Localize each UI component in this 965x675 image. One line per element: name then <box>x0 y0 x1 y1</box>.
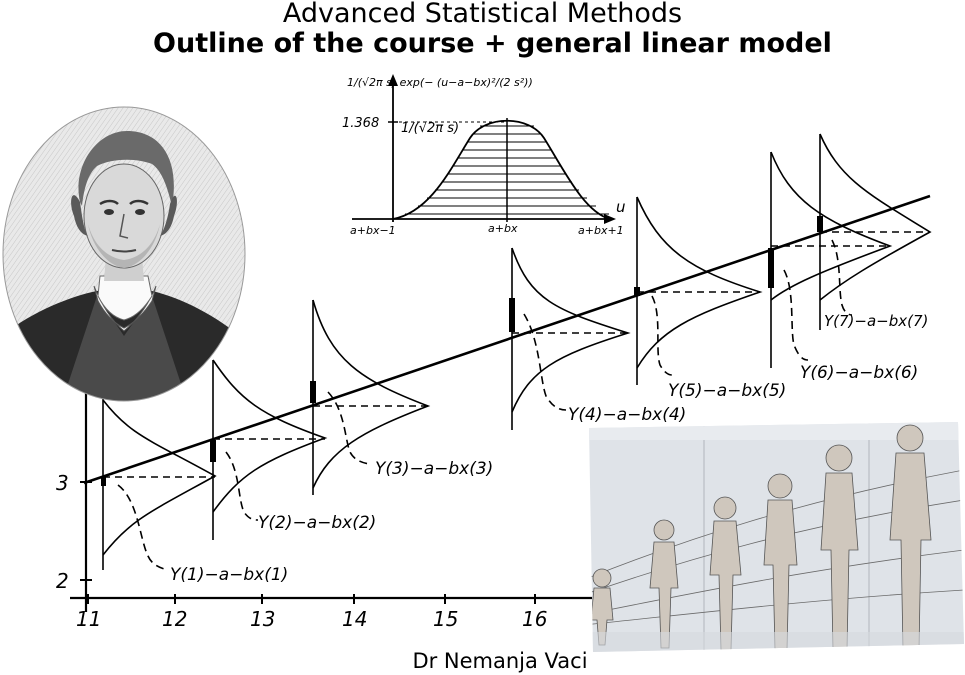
density-inset: 1/(√2π s) exp(− (u−a−bx)²/(2 s²)) 1.368 … <box>342 74 626 237</box>
distribution-curve-4 <box>509 247 631 430</box>
distribution-curve-2 <box>210 359 328 540</box>
distribution-curve-1 <box>101 390 217 571</box>
y-tick-label-3: 3 <box>56 471 69 495</box>
residual-label-1: Y(1)−a−bx(1) <box>170 565 288 585</box>
inset-x-right: a+bx+1 <box>578 224 624 237</box>
distribution-curve-3 <box>310 299 431 495</box>
portrait-image <box>2 106 246 402</box>
inset-y-arrow <box>388 74 398 86</box>
residual-label-3: Y(3)−a−bx(3) <box>375 459 493 479</box>
inset-x-left: a+bx−1 <box>350 224 396 237</box>
slide-title: Advanced Statistical Methods <box>282 0 683 29</box>
x-tick-label-11: 11 <box>76 607 101 631</box>
x-tick-label-13: 13 <box>250 607 275 631</box>
inset-density-formula: 1/(√2π s) exp(− (u−a−bx)²/(2 s²)) <box>347 76 533 89</box>
regression-line <box>83 194 931 485</box>
residual-label-6: Y(6)−a−bx(6) <box>800 363 918 383</box>
growth-chart-photo <box>589 422 964 652</box>
inset-density-curve <box>392 119 611 220</box>
inset-peak-value: 1.368 <box>342 116 379 131</box>
slide-subtitle: Outline of the course + general linear m… <box>153 28 832 59</box>
author-name: Dr Nemanja Vaci <box>412 649 588 673</box>
inset-peak-formula: 1/(√2π s) <box>401 121 459 136</box>
y-tick-label-2: 2 <box>56 569 69 593</box>
distribution-curve-7 <box>817 133 932 330</box>
inset-axis-variable: u <box>616 198 626 216</box>
x-tick-label-15: 15 <box>433 607 458 631</box>
residual-label-7: Y(7)−a−bx(7) <box>824 312 928 330</box>
residual-label-2: Y(2)−a−bx(2) <box>258 513 376 533</box>
residual-label-5: Y(5)−a−bx(5) <box>668 381 786 401</box>
residual-label-4: Y(4)−a−bx(4) <box>568 405 686 425</box>
x-tick-label-16: 16 <box>522 607 547 631</box>
x-tick-label-14: 14 <box>342 607 367 631</box>
x-tick-label-12: 12 <box>162 607 187 631</box>
inset-x-center: a+bx <box>488 222 518 235</box>
distribution-curve-6 <box>768 151 893 368</box>
distribution-curve-5 <box>634 196 763 385</box>
x-ticks <box>87 594 536 604</box>
